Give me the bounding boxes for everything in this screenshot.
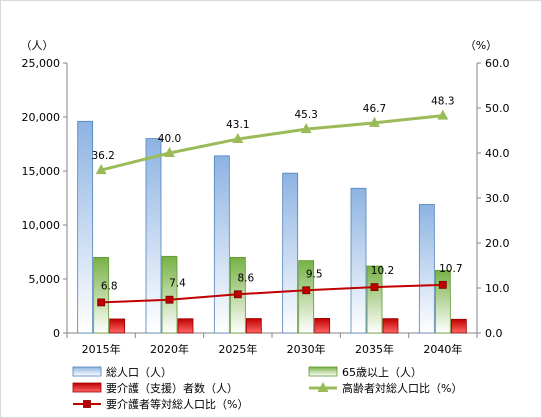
category-label: 2040年 — [423, 342, 462, 356]
bar-1 — [282, 172, 299, 334]
bar-1 — [213, 155, 230, 334]
left-tick-label: 5,000 — [29, 273, 61, 286]
triangle-marker — [300, 123, 312, 134]
legend-triangle-marker — [317, 382, 329, 392]
data-label: 48.3 — [431, 96, 454, 108]
square-marker — [233, 290, 242, 299]
bar-1 — [77, 120, 94, 334]
right-tick-label: 20.0 — [485, 237, 510, 250]
right-tick-label: 60.0 — [485, 57, 510, 70]
legend-square-marker — [83, 400, 91, 408]
left-tick-label: 0 — [53, 327, 60, 340]
legend-label: 総人口（人） — [106, 365, 172, 379]
category-label: 2015年 — [82, 342, 121, 356]
left-tick-label: 15,000 — [22, 165, 61, 178]
category-label: 2035年 — [355, 342, 394, 356]
bar-2 — [161, 255, 178, 334]
category-label: 2025年 — [218, 342, 257, 356]
legend-label: 要介護（支援）者数（人） — [106, 381, 238, 395]
bar-1 — [350, 187, 367, 334]
data-label: 10.7 — [439, 263, 462, 275]
triangle-marker — [232, 133, 244, 144]
bar-2 — [93, 256, 110, 334]
data-label: 40.0 — [158, 133, 181, 145]
left-tick-label: 10,000 — [22, 219, 61, 232]
bar-2 — [298, 260, 315, 334]
bar-3 — [450, 318, 467, 334]
data-label: 46.7 — [363, 103, 386, 115]
category-label: 2030年 — [287, 342, 326, 356]
right-tick-label: 30.0 — [485, 192, 510, 205]
category-label: 2020年 — [150, 342, 189, 356]
data-label: 45.3 — [294, 109, 317, 121]
series-line-2 — [101, 283, 443, 304]
bar-3 — [314, 318, 331, 334]
triangle-marker — [164, 147, 175, 157]
square-marker — [302, 286, 311, 295]
bar-3 — [245, 318, 262, 334]
right-axis-unit: （%） — [465, 39, 497, 52]
triangle-marker — [437, 109, 449, 120]
square-marker — [438, 280, 447, 289]
legend-swatch — [72, 382, 102, 393]
legend-label: 高齢者対総人口比（%） — [342, 381, 462, 395]
series-line-1 — [100, 114, 443, 172]
data-label: 36.2 — [91, 150, 114, 162]
data-label: 6.8 — [101, 280, 118, 292]
left-tick-label: 20,000 — [22, 111, 61, 124]
bar-1 — [145, 138, 162, 334]
legend-swatch — [308, 366, 338, 377]
bar-2 — [366, 265, 383, 334]
bar-2 — [434, 269, 451, 334]
data-label: 43.1 — [226, 119, 249, 131]
right-tick-label: 40.0 — [485, 147, 510, 160]
legend-label: 要介護者等対総人口比（%） — [106, 397, 248, 411]
plot-area: 0 5,000 10,000 15,000 20,000 25,000 0.0 10.0 20.… — [22, 57, 510, 356]
bar-1 — [418, 204, 435, 334]
square-marker — [165, 295, 174, 304]
left-axis-unit: （人） — [21, 39, 54, 52]
legend: 総人口（人） 65歳以上（人） 要介護（支援）者数（人） 高齢者対総人口比（%） 要介護… — [72, 365, 462, 411]
triangle-marker — [369, 116, 380, 127]
bar-3 — [382, 318, 399, 334]
left-tick-label: 25,000 — [22, 57, 61, 70]
square-marker — [370, 283, 379, 292]
right-tick-label: 50.0 — [485, 102, 510, 115]
data-label: 7.4 — [169, 278, 186, 290]
triangle-marker — [95, 164, 107, 175]
data-label: 9.5 — [306, 268, 323, 280]
legend-swatch — [72, 366, 102, 377]
bar-3 — [109, 318, 126, 334]
legend-label: 65歳以上（人） — [342, 366, 422, 379]
data-label: 8.6 — [237, 272, 254, 284]
right-tick-label: 10.0 — [485, 282, 510, 295]
right-tick-label: 0.0 — [485, 327, 503, 340]
data-label: 10.2 — [371, 265, 394, 277]
bar-3 — [177, 318, 194, 334]
square-marker — [97, 298, 106, 307]
